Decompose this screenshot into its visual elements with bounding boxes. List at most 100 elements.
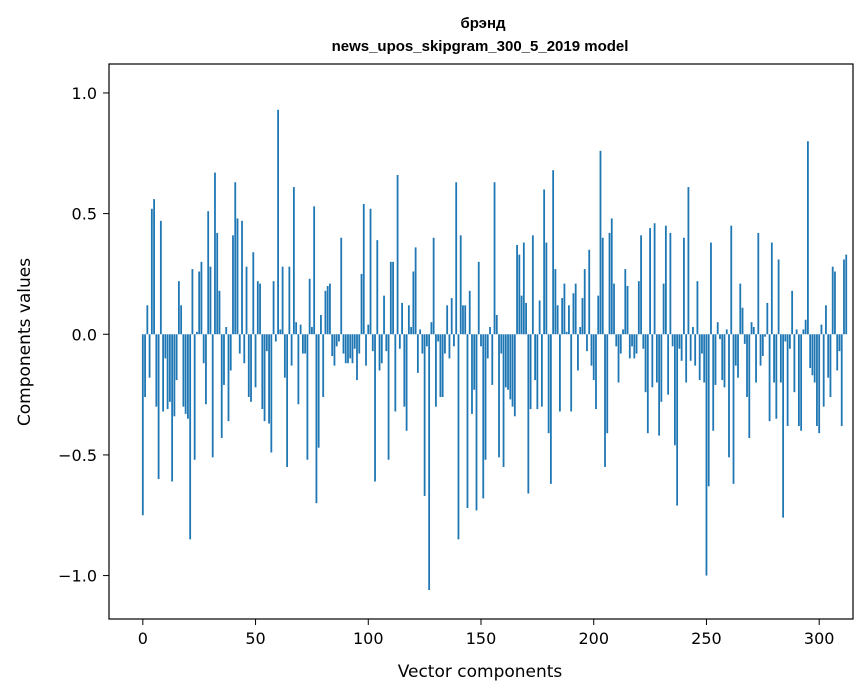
bar <box>322 334 325 397</box>
bar <box>809 334 812 369</box>
bar <box>236 218 239 335</box>
bar <box>764 334 766 337</box>
bar <box>626 286 629 335</box>
bar <box>232 235 234 335</box>
y-tick-label: 0.0 <box>72 325 97 344</box>
bar <box>374 334 376 482</box>
bar <box>444 334 446 354</box>
bar <box>692 327 694 335</box>
bar <box>509 334 512 400</box>
bar <box>581 298 584 335</box>
bar <box>403 334 406 407</box>
bar <box>493 182 496 335</box>
bar <box>473 334 476 390</box>
bar <box>191 269 194 335</box>
bar <box>196 331 198 335</box>
bar <box>437 334 440 342</box>
bar <box>340 237 343 335</box>
bar <box>477 261 480 335</box>
bar <box>784 334 787 342</box>
bar <box>392 261 394 335</box>
bar <box>329 283 331 335</box>
bar <box>320 314 322 335</box>
bar <box>347 334 349 364</box>
bar <box>299 324 302 335</box>
bar <box>484 334 487 460</box>
bar <box>405 334 408 431</box>
bar <box>599 150 602 335</box>
bar <box>459 235 462 335</box>
bar <box>419 329 422 335</box>
bar <box>845 254 848 335</box>
bar <box>556 305 559 335</box>
bar <box>182 334 185 407</box>
bar <box>421 334 424 354</box>
bar <box>338 334 340 342</box>
bar <box>279 329 282 335</box>
bar <box>741 307 744 335</box>
bar <box>516 244 518 335</box>
bar <box>389 261 392 335</box>
bar <box>462 305 464 335</box>
bar <box>597 295 600 335</box>
bar <box>664 225 667 335</box>
bar <box>171 334 174 482</box>
bar <box>818 334 821 434</box>
bar <box>633 334 636 359</box>
bar <box>387 334 390 460</box>
bar <box>561 298 564 335</box>
bar <box>380 334 383 364</box>
bar <box>788 334 791 349</box>
bar <box>646 334 649 434</box>
bar <box>728 334 730 458</box>
bar <box>301 334 304 354</box>
bar <box>315 334 318 504</box>
bar <box>446 305 449 335</box>
bar <box>531 235 534 335</box>
bar <box>324 290 327 335</box>
bar <box>658 334 661 436</box>
bar <box>653 223 656 335</box>
bar <box>529 334 532 410</box>
bar <box>588 249 591 335</box>
bar <box>838 334 841 352</box>
bar <box>360 273 363 335</box>
bar <box>800 334 803 431</box>
y-tick-label: −1.0 <box>58 567 97 586</box>
bar <box>743 334 746 344</box>
bar <box>274 334 277 342</box>
bar <box>559 334 561 412</box>
bar <box>148 334 151 378</box>
bar <box>834 271 836 335</box>
bar <box>268 334 270 424</box>
bar <box>592 334 595 381</box>
bar <box>586 334 588 352</box>
bar <box>227 334 230 422</box>
bar <box>714 334 717 385</box>
bar <box>667 334 670 395</box>
bar <box>326 286 329 335</box>
bar <box>554 269 557 335</box>
bar <box>342 334 345 354</box>
bar <box>455 182 458 335</box>
bar <box>155 334 158 407</box>
bar <box>351 334 354 364</box>
bar <box>290 334 293 366</box>
bar <box>184 334 187 414</box>
bar <box>146 305 149 335</box>
bar <box>640 235 642 335</box>
bar <box>721 334 724 381</box>
bar <box>450 298 453 335</box>
bar <box>159 220 162 335</box>
bar <box>775 334 778 419</box>
bar <box>448 334 451 359</box>
x-tick-label: 50 <box>245 629 265 648</box>
bar <box>624 269 627 335</box>
bar <box>549 334 552 484</box>
bar <box>608 232 611 335</box>
bar <box>466 334 469 508</box>
bar <box>313 206 316 335</box>
bar <box>579 327 582 335</box>
bar <box>696 281 699 335</box>
bar <box>827 334 830 378</box>
